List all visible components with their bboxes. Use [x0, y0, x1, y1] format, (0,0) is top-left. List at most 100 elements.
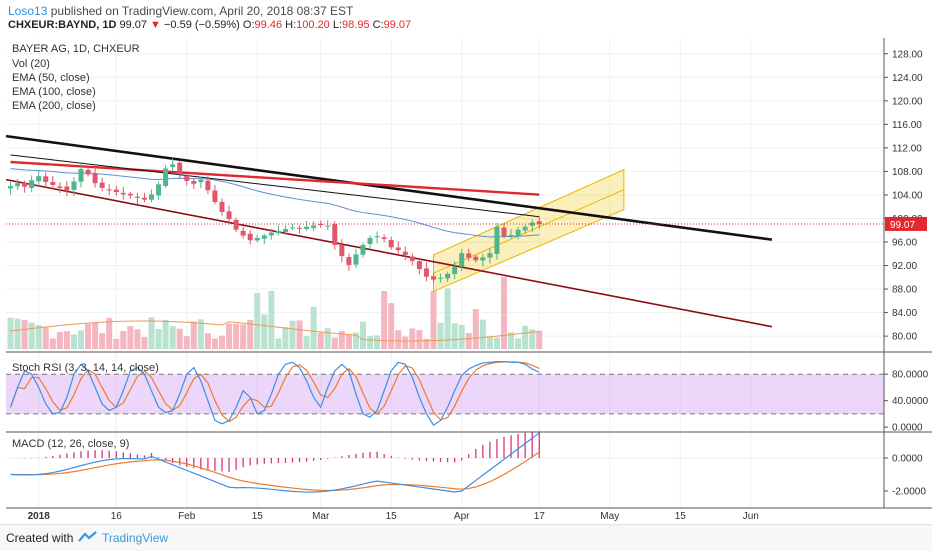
- volume-bar: [204, 333, 211, 349]
- symbol-label[interactable]: CHXEUR:BAYND, 1D: [8, 19, 117, 31]
- volume-bar: [49, 338, 56, 349]
- x-tick-label: Feb: [178, 511, 196, 522]
- price-channel: [433, 168, 625, 293]
- stoch-tick-label: 0.0000: [892, 423, 923, 434]
- y-tick-label: 120.00: [892, 96, 923, 107]
- volume-bar: [310, 306, 317, 349]
- volume-bar: [451, 323, 458, 349]
- volume-bar: [275, 338, 282, 349]
- x-tick-label: Jun: [743, 511, 759, 522]
- candle-body: [106, 189, 112, 191]
- volume-bar: [99, 333, 106, 349]
- volume-bar: [28, 322, 35, 349]
- stoch-rsi-panel[interactable]: [6, 361, 884, 426]
- volume-bar: [247, 319, 254, 349]
- legend-item-ema50: EMA (50, close): [12, 72, 90, 84]
- tradingview-logo-icon: [78, 531, 97, 542]
- volume-bar: [381, 291, 388, 349]
- candle-body: [36, 176, 42, 182]
- volume-bar: [515, 338, 522, 349]
- volume-bar: [522, 325, 529, 349]
- candle-body: [50, 181, 56, 185]
- legend-title: BAYER AG, 1D, CHXEUR: [12, 43, 140, 55]
- macd-panel[interactable]: [6, 431, 884, 493]
- candle-body: [360, 244, 366, 255]
- footer-brand-link[interactable]: TradingView: [102, 531, 169, 545]
- candle-body: [99, 182, 105, 188]
- volume-bar: [35, 324, 42, 349]
- stoch-rsi-title: Stoch RSI (3, 3, 14, 14, close): [12, 362, 159, 374]
- volume-bar: [70, 334, 77, 349]
- candle-body: [339, 245, 345, 257]
- footer: Created with TradingView: [0, 524, 932, 551]
- candle-body: [332, 224, 338, 245]
- candle-body: [536, 221, 542, 224]
- x-tick-label: 15: [252, 511, 264, 522]
- volume-bar: [338, 331, 345, 349]
- macd-line: [10, 432, 540, 493]
- volume-bar: [303, 335, 310, 349]
- volume-bar: [261, 314, 268, 349]
- volume-bar: [85, 323, 92, 349]
- x-tick-label: 16: [111, 511, 123, 522]
- candle-body: [85, 169, 91, 175]
- volume-bar: [211, 338, 218, 349]
- candle-body: [240, 230, 246, 236]
- volume-bar: [162, 319, 169, 349]
- volume-bar: [437, 322, 444, 349]
- y-tick-label: 88.00: [892, 285, 917, 296]
- candle-body: [409, 256, 415, 261]
- candle-body: [57, 186, 63, 188]
- y-tick-label: 104.00: [892, 190, 923, 201]
- volume-bar: [388, 303, 395, 349]
- panel-labels: BAYER AG, 1D, CHXEUR Vol (20) EMA (50, c…: [12, 43, 159, 450]
- volume-bar: [268, 291, 275, 349]
- candle-body: [205, 180, 211, 191]
- candle-body: [346, 257, 352, 265]
- candle-body: [402, 251, 408, 255]
- candle-body: [170, 164, 176, 167]
- volume-bar: [486, 337, 493, 349]
- last-price-badge: [885, 216, 927, 231]
- volume-bar: [465, 333, 472, 349]
- volume-bar: [113, 338, 120, 349]
- candle-body: [226, 211, 232, 220]
- volume-bar: [345, 333, 352, 349]
- candle-body: [247, 233, 253, 241]
- volume-bar: [289, 320, 296, 349]
- upper-trend-line: [5, 134, 773, 241]
- legend-item-ema100: EMA (100, close): [12, 86, 96, 98]
- chart-canvas[interactable]: 2018 16 Feb 15 Mar 15 Apr 17 May 15 Jun 128.00 124.0…: [0, 0, 932, 524]
- macd-tick-label: 0.0000: [892, 454, 923, 465]
- stoch-d-line: [9, 361, 540, 423]
- publish-info: published on TradingView.com, April 20, …: [50, 4, 354, 18]
- candle-body: [416, 261, 422, 270]
- volume-bar: [127, 326, 134, 349]
- candle-body: [127, 193, 133, 196]
- author-link[interactable]: Loso13: [8, 4, 48, 18]
- volume-bar: [155, 328, 162, 349]
- legend-item-vol: Vol (20): [12, 58, 50, 70]
- candle-body: [290, 227, 295, 229]
- legend-item-ema200: EMA (200, close): [12, 100, 96, 112]
- ema200-line: [10, 160, 540, 196]
- candle-body: [423, 268, 429, 277]
- candle-body: [480, 257, 486, 261]
- candle-body: [304, 226, 310, 229]
- x-tick-label: 17: [534, 511, 546, 522]
- candle-body: [261, 235, 267, 239]
- candle-body: [113, 189, 119, 192]
- candle-body: [92, 173, 98, 184]
- grid: [6, 38, 884, 508]
- volume-bar: [148, 317, 155, 349]
- high-value: 100.20: [296, 19, 330, 31]
- volume-bar: [501, 277, 507, 349]
- ema50-line: [10, 168, 540, 238]
- channel-midline: [433, 189, 625, 274]
- volume-bar: [176, 328, 183, 349]
- x-tick-label: May: [600, 511, 619, 522]
- volume-bar: [409, 328, 416, 349]
- volume-bar: [183, 336, 190, 349]
- price-panel[interactable]: [5, 134, 884, 349]
- candle-body: [212, 190, 218, 202]
